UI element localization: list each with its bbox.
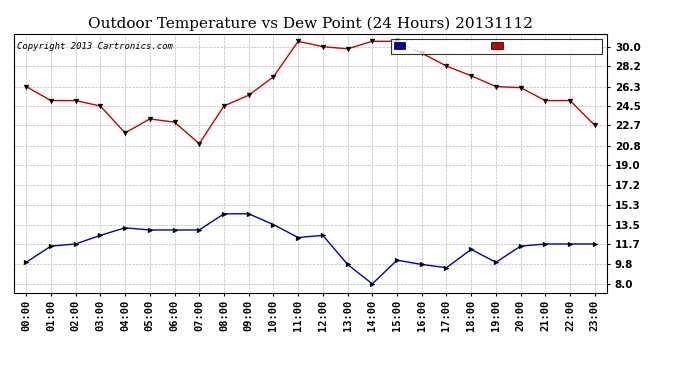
Text: Copyright 2013 Cartronics.com: Copyright 2013 Cartronics.com [17, 42, 172, 51]
Title: Outdoor Temperature vs Dew Point (24 Hours) 20131112: Outdoor Temperature vs Dew Point (24 Hou… [88, 17, 533, 31]
Legend: Dew Point (°F), Temperature (°F): Dew Point (°F), Temperature (°F) [391, 39, 602, 54]
